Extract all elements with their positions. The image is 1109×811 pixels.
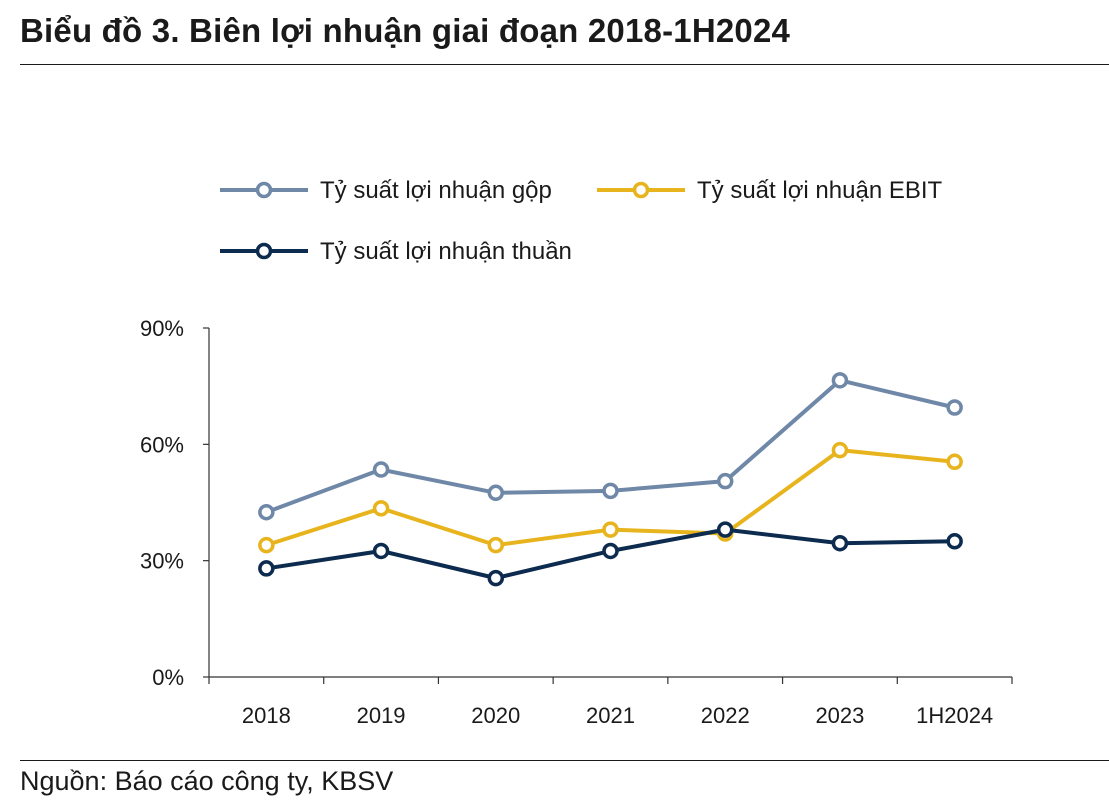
series-3 (258, 521, 963, 587)
series-2 (258, 441, 963, 554)
data-point (602, 542, 619, 560)
data-point (258, 503, 275, 521)
legend-item-2: Tỷ suất lợi nhuận EBIT (597, 177, 943, 204)
source-rule (20, 760, 1109, 761)
legend-swatch-marker (255, 181, 273, 199)
y-tick-label: 30% (140, 549, 184, 574)
data-point (602, 482, 619, 500)
series-1 (258, 372, 963, 521)
x-tick-label: 2022 (701, 703, 750, 728)
x-tick-label: 2020 (471, 703, 520, 728)
data-point (372, 542, 390, 560)
chart-title: Biểu đồ 3. Biên lợi nhuận giai đoạn 2018… (20, 12, 791, 49)
data-point (946, 533, 963, 550)
legend-label: Tỷ suất lợi nhuận gộp (320, 177, 552, 204)
data-point (372, 461, 390, 478)
data-point (831, 441, 849, 459)
x-tick-label: 2021 (586, 703, 635, 728)
x-tick-label: 2018 (242, 703, 291, 728)
data-point (258, 536, 275, 554)
legend-item-3: Tỷ suất lợi nhuận thuần (220, 238, 572, 265)
legend-label: Tỷ suất lợi nhuận EBIT (697, 177, 943, 204)
x-tick-label: 2019 (357, 703, 406, 728)
data-point (487, 484, 505, 502)
x-tick-label: 1H2024 (916, 703, 993, 728)
title-rule (20, 64, 1109, 65)
data-point (946, 399, 963, 416)
x-tick-label: 2023 (815, 703, 864, 728)
data-point (372, 500, 390, 517)
data-point (831, 534, 849, 552)
data-point (831, 372, 849, 389)
data-point (946, 453, 963, 471)
data-point (716, 472, 734, 490)
data-point (487, 536, 505, 554)
data-point (716, 521, 734, 538)
legend-label: Tỷ suất lợi nhuận thuần (320, 238, 572, 265)
data-point (487, 569, 505, 587)
legend-swatch-marker (255, 242, 273, 260)
y-tick-label: 0% (152, 665, 184, 690)
y-tick-label: 90% (140, 316, 184, 341)
y-tick-label: 60% (140, 432, 184, 457)
data-point (258, 560, 275, 577)
line-chart: 0% 30% 60% 90% 2018 2019 2020 2021 2022 2023 1H202… (140, 177, 1013, 728)
data-point (602, 521, 619, 538)
legend-item-1: Tỷ suất lợi nhuận gộp (220, 177, 552, 204)
series-layer (258, 372, 963, 587)
source-note: Nguồn: Báo cáo công ty, KBSV (20, 766, 394, 796)
legend-swatch-marker (632, 181, 650, 199)
chart-legend: Tỷ suất lợi nhuận gộp Tỷ suất lợi nhuận E… (220, 177, 943, 265)
chart-axes: 0% 30% 60% 90% 2018 2019 2020 2021 2022 2023 1H202… (140, 316, 1013, 728)
